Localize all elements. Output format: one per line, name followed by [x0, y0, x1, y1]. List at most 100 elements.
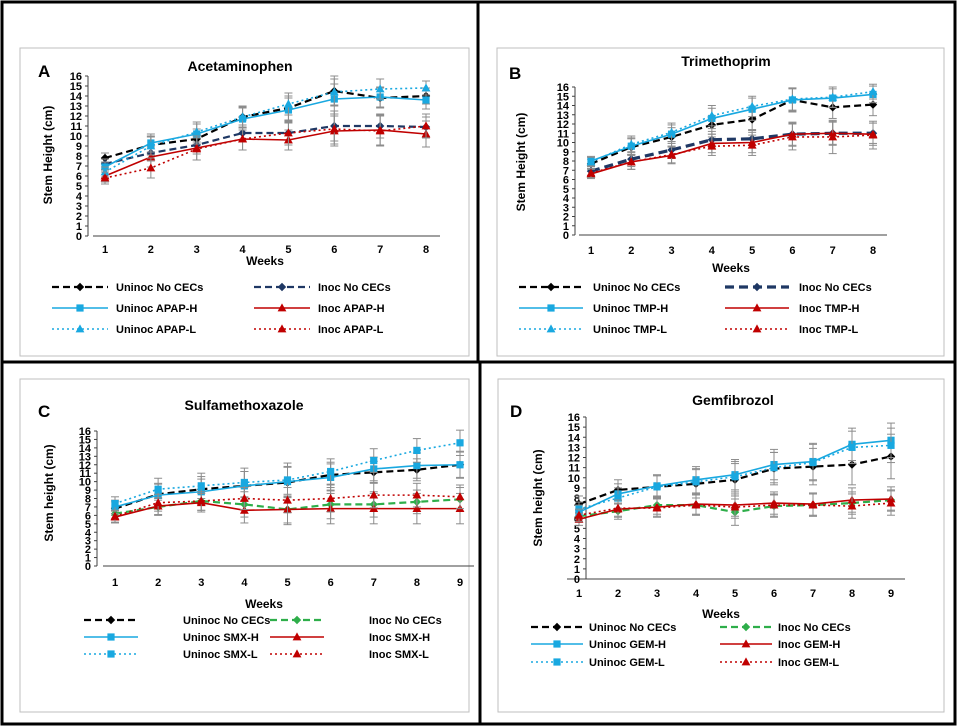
- x-tick-label: 8: [870, 245, 876, 257]
- data-point: [196, 496, 206, 505]
- data-point: [238, 134, 247, 143]
- y-tick-label: 8: [85, 494, 91, 506]
- data-point: [586, 157, 596, 166]
- x-tick-label: 6: [789, 245, 795, 257]
- data-point: [828, 132, 838, 141]
- y-tick-label: 11: [557, 128, 569, 140]
- y-tick-label: 3: [76, 201, 82, 213]
- y-tick-label: 10: [70, 131, 82, 143]
- y-tick-label: 0: [574, 574, 580, 586]
- data-point: [192, 144, 202, 153]
- legend-label: Uninoc APAP-H: [116, 303, 197, 315]
- y-tick-label: 15: [70, 81, 82, 93]
- data-point: [809, 458, 817, 467]
- legend-item: Uninoc TMP-L: [519, 324, 667, 336]
- x-tick-label: 4: [241, 577, 248, 589]
- panel-a: A Acetaminophen 012345678910111213141516…: [19, 47, 470, 357]
- y-tick-label: 9: [85, 485, 91, 497]
- data-point: [413, 446, 421, 455]
- y-tick-label: 0: [76, 231, 82, 243]
- legend-item: Uninoc GEM-H: [531, 639, 666, 651]
- y-tick-label: 15: [568, 422, 580, 434]
- y-tick-label: 10: [557, 138, 569, 150]
- y-tick-label: 0: [563, 230, 569, 242]
- legend-item: Uninoc No CECs: [519, 282, 680, 294]
- y-tick-label: 12: [568, 453, 580, 465]
- legend-swatch-marker: [76, 304, 84, 312]
- x-tick-label: 1: [588, 245, 594, 257]
- data-point: [153, 498, 163, 507]
- data-point: [848, 443, 856, 451]
- data-point: [146, 163, 156, 172]
- y-tick-label: 9: [574, 483, 580, 495]
- data-point: [283, 476, 292, 484]
- legend-item: Inoc APAP-L: [254, 324, 384, 336]
- series-line: [114, 463, 461, 510]
- series-inoc-apap-l: [100, 113, 431, 185]
- data-point: [747, 140, 757, 149]
- y-tick-label: 5: [85, 519, 91, 531]
- data-point: [886, 498, 896, 507]
- legend-swatch-marker: [107, 633, 115, 641]
- panel-c-letter: C: [38, 402, 50, 421]
- data-point: [197, 482, 205, 490]
- x-tick-label: 3: [194, 244, 200, 256]
- x-tick-label: 7: [377, 244, 383, 256]
- y-tick-label: 8: [574, 493, 580, 505]
- legend-item: Inoc No CECs: [725, 282, 872, 294]
- y-tick-label: 5: [76, 181, 82, 193]
- y-tick-label: 14: [70, 91, 83, 103]
- data-point: [329, 87, 339, 96]
- data-point: [456, 461, 464, 469]
- legend-label: Inoc GEM-H: [778, 639, 840, 651]
- data-point: [192, 127, 202, 136]
- legend-item: Uninoc No CECs: [84, 615, 270, 627]
- data-point: [412, 504, 422, 513]
- y-tick-label: 13: [557, 110, 569, 122]
- y-tick-label: 2: [76, 211, 82, 223]
- series-line: [104, 129, 427, 177]
- y-tick-label: 2: [574, 554, 580, 566]
- y-tick-label: 6: [85, 510, 91, 522]
- data-point: [731, 473, 739, 481]
- legend-label: Inoc No CECs: [369, 615, 442, 627]
- series-line: [104, 125, 427, 179]
- data-point: [421, 121, 431, 130]
- legend-label: Inoc TMP-H: [799, 303, 860, 315]
- legend-label: Inoc SMX-H: [369, 632, 430, 644]
- data-point: [146, 141, 156, 150]
- data-point: [887, 441, 895, 449]
- x-tick-label: 1: [102, 244, 108, 256]
- data-point: [868, 87, 878, 96]
- panel-a-letter: A: [38, 62, 50, 81]
- x-tick-label: 3: [669, 245, 675, 257]
- data-point: [421, 83, 431, 92]
- y-tick-label: 13: [79, 451, 91, 463]
- y-tick-label: 4: [574, 534, 581, 546]
- legend-swatch-marker: [107, 650, 115, 658]
- y-tick-label: 14: [568, 432, 581, 444]
- legend-swatch-marker: [106, 615, 116, 625]
- legend-item: Inoc GEM-L: [720, 657, 839, 669]
- legend-label: Inoc APAP-L: [318, 324, 384, 336]
- y-tick-label: 12: [557, 119, 569, 131]
- legend-label: Uninoc SMX-H: [183, 632, 259, 644]
- data-point: [626, 157, 636, 166]
- data-point: [653, 483, 661, 491]
- series-uninoc-tmp-l: [586, 83, 878, 168]
- y-tick-label: 16: [79, 426, 91, 438]
- legend-swatch-marker: [546, 282, 556, 292]
- series-line: [590, 98, 874, 165]
- panel-d: D Gemfibrozol 01234567891011121314151612…: [497, 378, 945, 713]
- x-tick-label: 3: [198, 577, 204, 589]
- x-tick-label: 2: [628, 245, 634, 257]
- x-tick-label: 5: [285, 244, 291, 256]
- y-tick-label: 11: [70, 121, 82, 133]
- legend-swatch-marker: [553, 640, 561, 648]
- data-point: [868, 130, 878, 139]
- y-tick-label: 8: [76, 151, 82, 163]
- legend-swatch-marker: [277, 324, 287, 333]
- legend-label: Inoc APAP-H: [318, 303, 385, 315]
